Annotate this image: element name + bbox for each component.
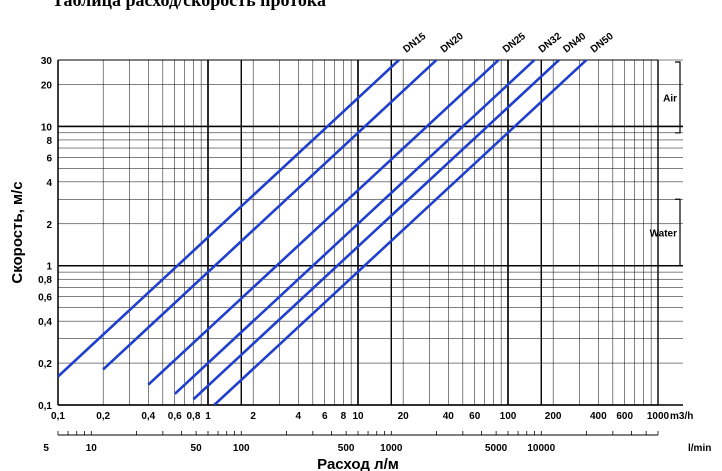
x-tick-label: 100 <box>233 443 250 454</box>
x-tick-label: 500 <box>338 443 355 454</box>
x-tick-label: 60 <box>469 411 481 422</box>
x-tick-label: 1 <box>205 411 211 422</box>
x-tick-label: 10 <box>86 443 98 454</box>
series-line-dn40 <box>192 60 561 401</box>
x-tick-label: 0,6 <box>168 411 182 422</box>
x-tick-label: 0,4 <box>141 411 155 422</box>
x-tick-label: 8 <box>341 411 347 422</box>
x-tick-label: 1000 <box>380 443 403 454</box>
series-line-dn50 <box>213 60 589 405</box>
x-tick-label: 10000 <box>527 443 555 454</box>
x-unit-label: m3/h <box>670 411 693 422</box>
x-tick-label: 5000 <box>485 443 508 454</box>
series-label: DN25 <box>501 31 528 56</box>
y-tick-label: 1 <box>46 262 52 273</box>
y-tick-label: 0,4 <box>38 317 52 328</box>
series-label: DN15 <box>401 31 428 56</box>
range-bracket <box>675 198 681 267</box>
y-tick-label: 0,1 <box>38 401 52 412</box>
x-unit-label: l/min <box>688 443 711 454</box>
x-tick-label: 0,8 <box>187 411 201 422</box>
y-tick-label: 0,2 <box>38 359 52 370</box>
x-tick-label: 4 <box>296 411 302 422</box>
grid <box>57 59 683 406</box>
x-tick-label: 6 <box>322 411 328 422</box>
range-label: Water <box>650 229 678 240</box>
x-tick-label: 400 <box>590 411 607 422</box>
axis-titles: Расход л/м Скорость, м/с <box>9 181 399 471</box>
x-tick-labels-m3h: 0,1 0,2 0,4 0,6 0,8 1 2 4 6 8 10 20 40 60 100 200 400 600… <box>51 411 693 422</box>
y-tick-label: 4 <box>46 178 52 189</box>
x-tick-label: 0,1 <box>51 411 65 422</box>
x-tick-label: 20 <box>398 411 410 422</box>
range-label: Air <box>663 93 677 104</box>
x-tick-label: 100 <box>500 411 517 422</box>
series-line-dn25 <box>147 60 501 386</box>
y-tick-label: 0,6 <box>38 293 52 304</box>
y-tick-label: 2 <box>46 220 52 231</box>
y-tick-label: 0,8 <box>38 275 52 286</box>
series-label: DN50 <box>589 31 616 56</box>
x-tick-label: 50 <box>191 443 203 454</box>
range-bracket <box>675 61 681 134</box>
range-brackets: Air Water <box>650 61 681 267</box>
x-tick-label: 1000 <box>647 411 670 422</box>
y-tick-labels: 0,1 0,2 0,4 0,6 0,8 1 2 4 6 8 10 20 30 <box>38 56 52 412</box>
y-tick-label: 30 <box>41 56 53 67</box>
x-tick-label: 40 <box>443 411 455 422</box>
x-axis-title: Расход л/м <box>317 456 399 471</box>
x-tick-labels-lmin: 5 10 50 100 500 1000 5000 10000 l/min <box>43 431 711 454</box>
series-line-dn32 <box>173 60 537 395</box>
y-tick-label: 10 <box>41 122 53 133</box>
y-tick-label: 6 <box>46 153 52 164</box>
series-label: DN32 <box>537 31 564 56</box>
series-line-dn20 <box>102 60 439 371</box>
series-label: DN40 <box>561 31 588 56</box>
y-axis-title: Скорость, м/с <box>9 181 26 283</box>
series-label: DN20 <box>439 31 466 56</box>
x-tick-label: 5 <box>43 443 49 454</box>
x-tick-label: 200 <box>545 411 562 422</box>
x-tick-label: 0,2 <box>96 411 110 422</box>
x-tick-label: 600 <box>616 411 633 422</box>
y-tick-label: 20 <box>41 81 53 92</box>
y-tick-label: 8 <box>46 136 52 147</box>
series-line-dn15 <box>58 60 401 378</box>
page-title: Таблица расход/скорость протока <box>52 0 326 10</box>
series-lines <box>58 60 589 405</box>
x-tick-label: 10 <box>352 411 364 422</box>
x-tick-label: 2 <box>250 411 256 422</box>
